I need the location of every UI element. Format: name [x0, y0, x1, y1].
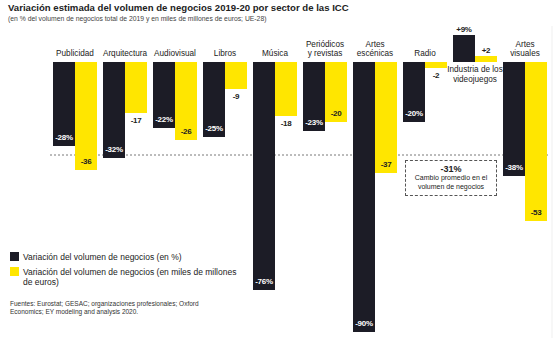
data-label: -22%	[155, 115, 173, 124]
bar	[275, 62, 297, 116]
bar	[453, 35, 475, 62]
legend-text: Variación del volumen de negocios (en %)	[23, 252, 182, 262]
data-label: -20%	[405, 109, 423, 118]
data-label: -37	[381, 160, 393, 169]
data-label: -38%	[505, 163, 523, 172]
bar	[153, 62, 175, 128]
bars	[53, 35, 547, 332]
category-label: Periódicosy revistas	[306, 40, 344, 59]
bar	[325, 62, 347, 122]
bar	[75, 62, 97, 170]
value-axis	[552, 26, 553, 338]
legend-swatch	[10, 267, 19, 276]
annotation-text: Cambio promedio en el volumen de negocio…	[406, 174, 496, 191]
bar	[175, 62, 197, 140]
bar	[475, 56, 497, 62]
data-label: -32%	[105, 145, 123, 154]
legend-swatch	[10, 252, 19, 261]
category-label: Libros	[214, 49, 236, 58]
category-label: Audiovisual	[154, 49, 196, 58]
bar	[353, 62, 375, 332]
legend-item: Variación del volumen de negocios (en %)	[10, 252, 246, 262]
data-label: -17	[131, 116, 143, 125]
data-label: -36	[81, 157, 93, 166]
bar	[403, 62, 425, 122]
data-label: -23%	[305, 118, 323, 127]
bar	[525, 62, 547, 221]
bar	[125, 62, 147, 113]
bar	[225, 62, 247, 89]
category-label: Arquitectura	[103, 49, 148, 58]
data-label: -26	[181, 127, 193, 136]
data-label: -18	[281, 119, 293, 128]
subtitle: (en % del volumen de negocios total de 2…	[8, 15, 266, 23]
data-label: -90%	[355, 319, 373, 328]
category-label: Artesescénicas	[357, 40, 393, 59]
legend-item: Variación del volumen de negocios (en mi…	[10, 267, 246, 287]
bar	[103, 62, 125, 158]
category-label: Radio	[414, 49, 436, 58]
bar	[503, 62, 525, 176]
bar	[53, 62, 75, 146]
category-label: Industria de losvideojuegos	[447, 65, 503, 84]
source: Fuentes: Eurostat; GESAC; organizaciones…	[10, 300, 210, 316]
data-label: -9	[233, 92, 240, 101]
legend: Variación del volumen de negocios (en %)…	[10, 252, 246, 292]
data-label: -2	[433, 71, 440, 80]
data-label: -76%	[255, 277, 273, 286]
bar	[375, 62, 397, 173]
data-label: -53	[531, 208, 543, 217]
bar	[425, 62, 447, 68]
bar	[203, 62, 225, 137]
category-label: Publicidad	[56, 49, 94, 58]
title: Variación estimada del volumen de negoci…	[8, 2, 349, 13]
category-label: Artesvisuales	[510, 40, 540, 59]
annotation: -31%Cambio promedio en el volumen de neg…	[405, 160, 497, 196]
annotation-label: -31%	[406, 164, 496, 174]
data-label: +2	[482, 46, 491, 55]
data-label: -20	[331, 109, 343, 118]
data-label: -28%	[55, 133, 73, 142]
bar	[303, 62, 325, 131]
legend-text: Variación del volumen de negocios (en mi…	[23, 267, 246, 287]
data-label: +9%	[456, 25, 472, 34]
labels: -28% -36 Publicidad -32% -17 Arquitectura -22%…	[55, 25, 542, 328]
data-label: -25%	[205, 124, 223, 133]
category-label: Música	[262, 49, 288, 58]
bar	[253, 62, 275, 290]
